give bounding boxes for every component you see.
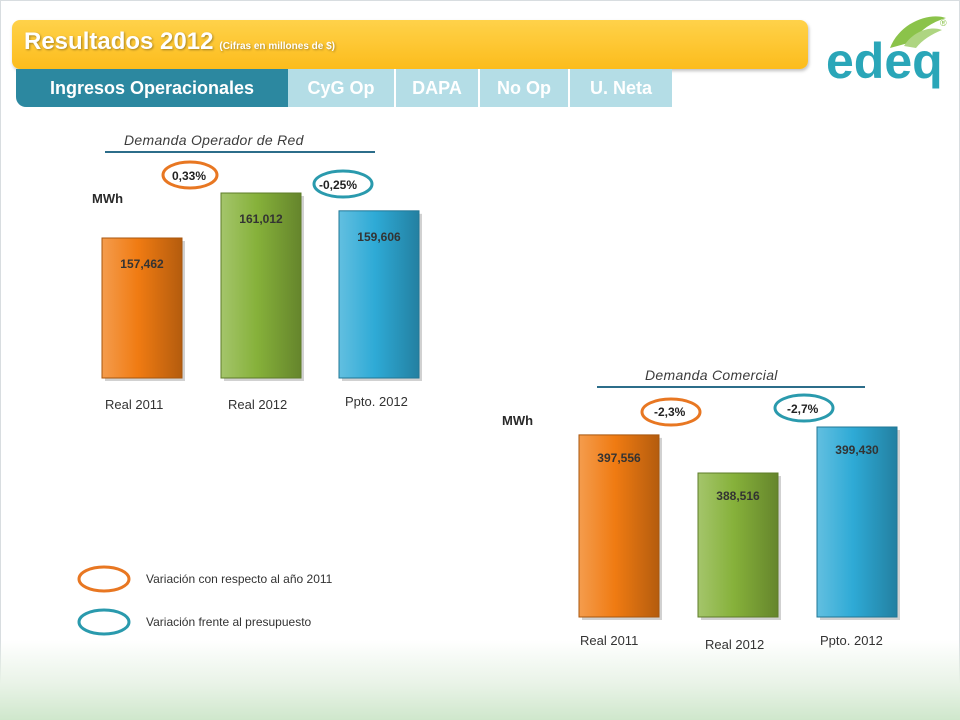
- tab-no-op[interactable]: No Op: [480, 69, 570, 107]
- chart1-category-label: Real 2012: [228, 397, 288, 412]
- title-main: Resultados 2012: [24, 28, 214, 55]
- tab-u-neta[interactable]: U. Neta: [570, 69, 672, 107]
- bottom-decoration: [0, 640, 960, 720]
- chart2-unit-label: MWh: [502, 413, 534, 428]
- chart2-variation-vs-budget: -2,7%: [787, 402, 819, 416]
- page-title: Resultados 2012 (Cifras en millones de $): [24, 28, 335, 56]
- tab-dapa[interactable]: DAPA: [396, 69, 480, 107]
- chart1-category-label: Real 2011: [105, 397, 164, 412]
- chart2-variation-vs-2011: -2,3%: [654, 405, 686, 419]
- chart1-title: Demanda Operador de Red: [124, 132, 304, 148]
- bar: [816, 426, 898, 618]
- chart1-unit-label: MWh: [92, 191, 124, 206]
- variation-circle: [640, 397, 702, 427]
- bar-value-label: 397,556: [597, 451, 641, 465]
- chart2-category-label: Real 2011: [580, 633, 639, 648]
- variation-circle: [161, 160, 219, 190]
- bar: [338, 210, 420, 379]
- variation-circle: [312, 169, 374, 199]
- tab-ingresos-operacionales[interactable]: Ingresos Operacionales: [16, 69, 288, 107]
- legend-item-vs-2011: Variación con respecto al año 2011: [146, 572, 333, 586]
- chart2-title: Demanda Comercial: [645, 367, 778, 383]
- chart1-title-underline: [105, 151, 375, 153]
- chart2-category-label: Real 2012: [705, 637, 765, 652]
- chart1-variation-vs-budget: -0,25%: [319, 178, 358, 192]
- bar-value-label: 399,430: [835, 443, 879, 457]
- bar: [697, 472, 779, 618]
- edeq-logo: edeq ®: [826, 16, 947, 89]
- chart2-category-label: Ppto. 2012: [820, 633, 883, 648]
- legend-item-vs-budget: Variación frente al presupuesto: [146, 615, 312, 629]
- tab-cyg-op[interactable]: CyG Op: [288, 69, 396, 107]
- bar-value-label: 388,516: [716, 489, 760, 503]
- bar-value-label: 157,462: [120, 257, 164, 271]
- legend-markers: [77, 565, 131, 636]
- bar: [220, 192, 302, 379]
- chart1-variation-vs-2011: 0,33%: [172, 169, 207, 183]
- bar-value-label: 161,012: [239, 212, 283, 226]
- title-bar: Resultados 2012 (Cifras en millones de $): [12, 20, 808, 69]
- variation-circle: [773, 393, 835, 423]
- bar: [101, 237, 183, 379]
- logo-registered-mark: ®: [940, 18, 947, 28]
- legend-orange-circle-icon: [77, 565, 131, 593]
- chart1-category-label: Ppto. 2012: [345, 394, 408, 409]
- bar-value-label: 159,606: [357, 230, 401, 244]
- chart2-title-underline: [597, 386, 865, 388]
- logo-text: edeq: [826, 33, 943, 89]
- title-subtitle: (Cifras en millones de $): [219, 41, 336, 52]
- legend-teal-circle-icon: [77, 608, 131, 636]
- bar: [578, 434, 660, 618]
